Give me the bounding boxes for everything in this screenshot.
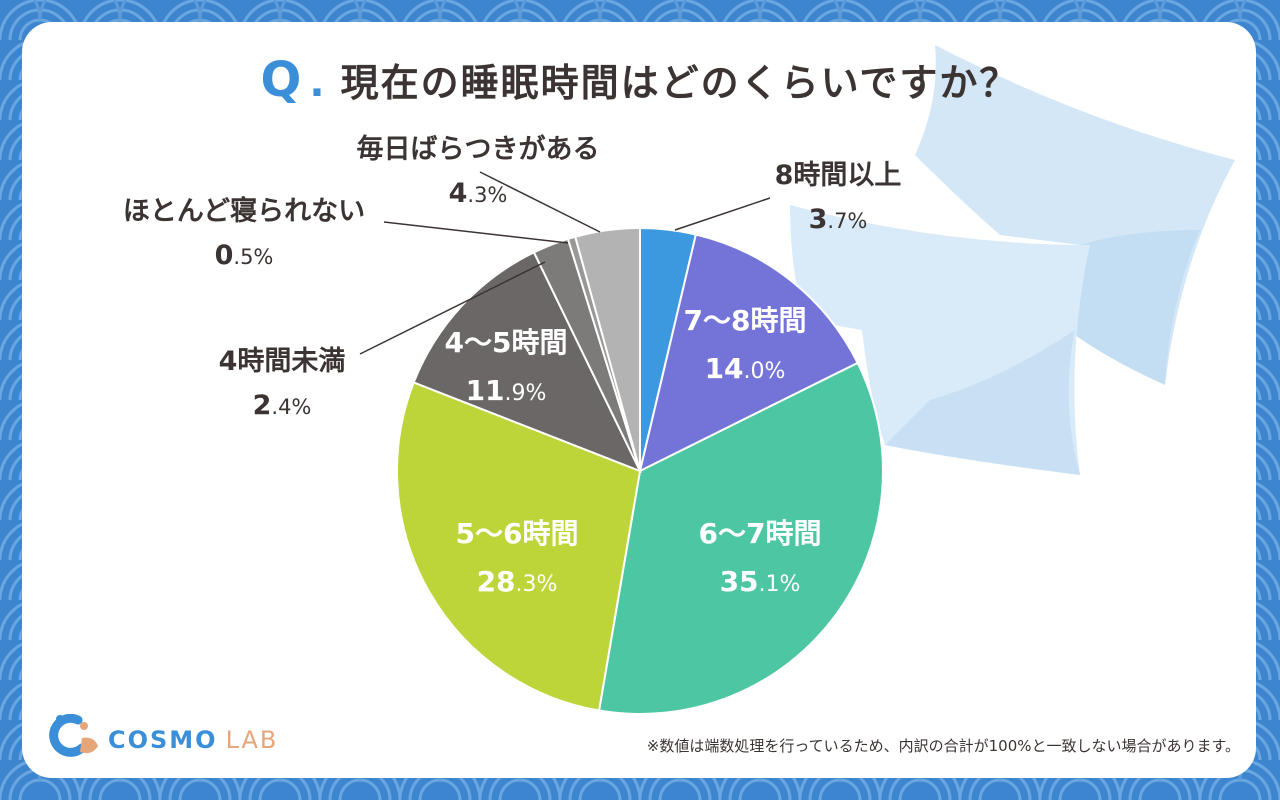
- slice-7-leader-line: [479, 171, 601, 233]
- footnote: ※数値は端数処理を行っているため、内訳の合計が100%と一致しない場合があります…: [646, 737, 1240, 755]
- slice-0-leader-line: [674, 197, 771, 231]
- slice-1-value: 14.0%: [705, 352, 786, 385]
- slice-1-label: 7〜8時間: [684, 304, 807, 337]
- slice-7-value-dec: .3%: [467, 183, 507, 207]
- pie-slice-1: [638, 233, 859, 473]
- logo-cosmo: COSMO: [108, 726, 218, 754]
- chart-title-text: 現在の睡眠時間はどのくらいですか？: [340, 61, 1020, 105]
- slice-2-value: 35.1%: [720, 565, 801, 598]
- slice-4-value: 11.9%: [466, 374, 547, 407]
- slice-7-value: 4.3%: [449, 178, 508, 209]
- slice-1-value-dec: .0%: [744, 359, 786, 384]
- slice-3-value: 28.3%: [477, 565, 558, 598]
- slice-2-value-int: 35: [720, 565, 759, 598]
- slice-4-label: 4〜5時間: [445, 326, 568, 359]
- slice-2-label: 6〜7時間: [699, 517, 822, 550]
- slice-5-value-dec: .4%: [271, 395, 311, 419]
- slice-5-leader-line: [359, 261, 546, 355]
- slice-3-value-int: 28: [477, 565, 516, 598]
- pie-labels: 8時間以上3.7%7〜8時間14.0%6〜7時間35.1%5〜6時間28.3%4…: [123, 133, 902, 598]
- brand-logo-text: COSMO LAB: [108, 726, 278, 754]
- slice-6-value: 0.5%: [215, 240, 274, 271]
- slice-0-value-dec: .7%: [827, 209, 867, 233]
- question-mark-letter: Q: [260, 52, 304, 108]
- slice-3-label: 5〜6時間: [456, 517, 579, 550]
- pie-slice-4: [412, 251, 643, 473]
- slice-0-label: 8時間以上: [775, 160, 902, 191]
- slice-2-value-dec: .1%: [759, 572, 801, 597]
- slice-5-label: 4時間未満: [219, 346, 346, 377]
- slice-1-value-int: 14: [705, 352, 744, 385]
- slice-7-value-int: 4: [449, 178, 468, 209]
- pie-slice-3: [396, 381, 642, 712]
- cosmo-lab-logo-icon: [49, 714, 98, 757]
- pie-slice-2: [597, 361, 884, 715]
- chart-title: Q. 現在の睡眠時間はどのくらいですか？: [0, 52, 1280, 108]
- slice-6-value-dec: .5%: [233, 245, 273, 269]
- slice-3-value-dec: .3%: [516, 572, 558, 597]
- slice-7-label: 毎日ばらつきがある: [357, 133, 600, 165]
- slice-6-label: ほとんど寝られない: [123, 195, 365, 227]
- slice-0-value-int: 3: [809, 204, 828, 235]
- slice-4-value-dec: .9%: [505, 381, 547, 406]
- slice-0-value: 3.7%: [809, 204, 868, 235]
- slice-5-value-int: 2: [253, 390, 272, 421]
- question-mark-dot: .: [309, 60, 327, 106]
- slice-6-value-int: 0: [215, 240, 234, 271]
- slice-5-value: 2.4%: [253, 390, 312, 421]
- logo-lab: LAB: [225, 726, 279, 754]
- slice-6-leader-line: [383, 221, 569, 244]
- pie-slice-7: [574, 226, 641, 472]
- slice-4-value-int: 11: [466, 374, 505, 407]
